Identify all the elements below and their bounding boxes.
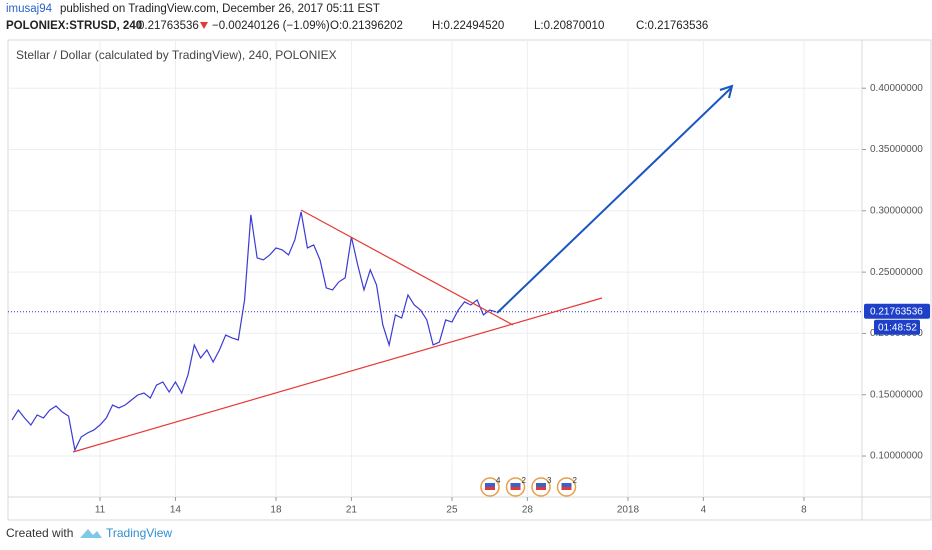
- event-flag: [561, 483, 572, 490]
- event-count: 3: [547, 476, 552, 485]
- event-count: 2: [522, 476, 527, 485]
- x-tick-label: 2018: [617, 505, 640, 516]
- trend-line-lower: [72, 297, 603, 453]
- y-tick-label: 0.10000000: [870, 451, 923, 462]
- y-tick-label: 0.25000000: [870, 267, 923, 278]
- last-price-box: [864, 303, 930, 319]
- x-tick-label: 4: [701, 505, 707, 516]
- event-flag: [485, 483, 495, 490]
- price: 0.21763536: [138, 20, 199, 32]
- y-tick-label: 0.30000000: [870, 205, 923, 216]
- countdown-label: 01:48:52: [878, 322, 917, 333]
- event-flag: [536, 483, 546, 490]
- high: H:0.22494520: [432, 20, 504, 32]
- x-tick-label: 14: [170, 505, 182, 516]
- x-tick-label: 28: [522, 505, 534, 516]
- event-flag: [510, 483, 521, 490]
- plot: [8, 211, 862, 452]
- footer-brand: TradingView: [106, 526, 172, 540]
- y-tick-label: 0.35000000: [870, 144, 923, 155]
- author: imusaj94: [6, 3, 53, 15]
- open: O:0.21396202: [330, 20, 403, 32]
- logo: [80, 529, 102, 538]
- x-tick-label: 18: [270, 505, 282, 516]
- chart-title: Stellar / Dollar (calculated by TradingV…: [16, 48, 337, 62]
- x-tick-label: 8: [801, 505, 807, 516]
- axis-overlays: 0.21763536 01:48:52 4 2 3 2: [480, 303, 930, 497]
- projection-arrow: [496, 87, 732, 314]
- event-count: 4: [496, 476, 501, 485]
- x-tick-label: 25: [446, 505, 458, 516]
- event-flag-stripe: [536, 487, 546, 490]
- footer-created: Created with: [6, 526, 73, 540]
- published: published on TradingView.com, December 2…: [60, 3, 380, 15]
- symbol: POLONIEX:STRUSD, 240: [6, 20, 142, 32]
- x-tick-label: 21: [346, 505, 358, 516]
- close: C:0.21763536: [636, 20, 708, 32]
- countdown-box: [874, 319, 920, 335]
- event-count: 2: [573, 476, 578, 485]
- trend-line-upper: [300, 209, 514, 326]
- low: L:0.20870010: [534, 20, 604, 32]
- price-line: [11, 211, 497, 452]
- event-flag-stripe: [510, 487, 521, 490]
- event-flag-stripe: [561, 487, 572, 490]
- arrow-head: [719, 84, 734, 99]
- x-tick-label: 11: [95, 505, 106, 516]
- y-tick-label: 0.40000000: [870, 83, 923, 94]
- last-price-label: 0.21763536: [870, 306, 923, 317]
- y-tick-label: 0.15000000: [870, 389, 923, 400]
- event-flag-stripe: [485, 487, 495, 490]
- down-arrow: [200, 22, 208, 29]
- chart-frame: [7, 39, 932, 521]
- change: −0.00240126 (−1.09%): [212, 20, 330, 32]
